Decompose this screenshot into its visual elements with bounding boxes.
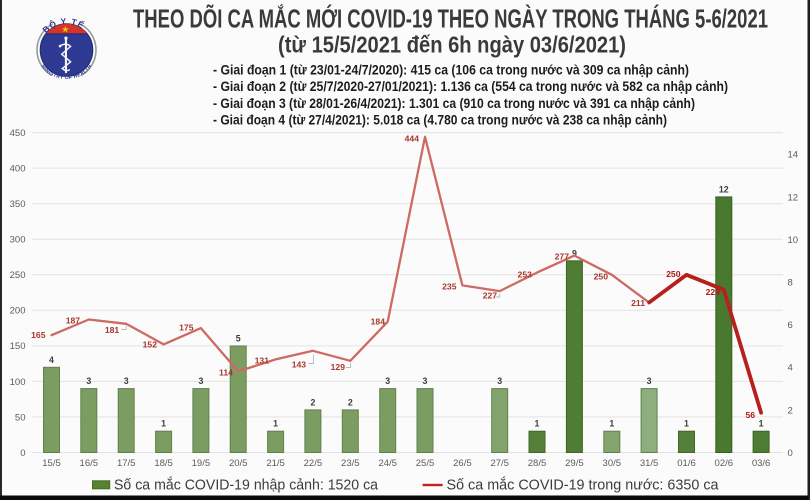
svg-text:2: 2 xyxy=(310,397,315,407)
svg-text:- Giai đoạn 4 (từ 27/4/2021):: - Giai đoạn 4 (từ 27/4/2021): 5.018 ca (… xyxy=(213,113,667,128)
svg-text:- Giai đoạn 1 (từ 23/01-24/7/2: - Giai đoạn 1 (từ 23/01-24/7/2020): 415 … xyxy=(213,63,689,78)
svg-text:3: 3 xyxy=(198,376,203,386)
svg-text:3: 3 xyxy=(423,376,428,386)
svg-text:01/6: 01/6 xyxy=(677,458,696,469)
svg-text:211: 211 xyxy=(631,298,645,308)
svg-text:0: 0 xyxy=(788,448,793,459)
svg-text:19/5: 19/5 xyxy=(192,458,211,469)
svg-text:1: 1 xyxy=(684,419,689,429)
svg-text:143: 143 xyxy=(292,360,307,370)
svg-text:250: 250 xyxy=(10,270,26,281)
svg-text:1: 1 xyxy=(759,419,764,429)
svg-text:2: 2 xyxy=(788,405,793,416)
svg-text:31/5: 31/5 xyxy=(640,458,659,469)
svg-text:15/5: 15/5 xyxy=(42,458,61,469)
svg-text:23/5: 23/5 xyxy=(341,458,360,469)
svg-text:1: 1 xyxy=(273,419,278,429)
svg-text:12: 12 xyxy=(788,192,799,203)
svg-text:THEO DÕI CA MẮC MỚI COVID-19 T: THEO DÕI CA MẮC MỚI COVID-19 THEO NGÀY T… xyxy=(133,4,768,34)
svg-text:20/5: 20/5 xyxy=(229,458,248,469)
svg-text:165: 165 xyxy=(31,330,46,340)
svg-text:175: 175 xyxy=(179,323,194,333)
svg-text:17/5: 17/5 xyxy=(117,458,136,469)
svg-text:Số ca mắc COVID-19 nhập cảnh:: Số ca mắc COVID-19 nhập cảnh: 1520 ca xyxy=(114,476,379,493)
svg-text:(từ 15/5/2021 đến 6h ngày 03/6: (từ 15/5/2021 đến 6h ngày 03/6/2021) xyxy=(278,32,626,58)
svg-text:200: 200 xyxy=(10,306,26,317)
svg-text:100: 100 xyxy=(10,377,26,388)
svg-text:02/6: 02/6 xyxy=(715,458,734,469)
svg-text:03/6: 03/6 xyxy=(752,458,771,469)
svg-text:3: 3 xyxy=(124,376,129,386)
svg-text:253: 253 xyxy=(518,270,533,280)
svg-text:28/5: 28/5 xyxy=(528,458,547,469)
svg-text:16/5: 16/5 xyxy=(80,458,99,469)
svg-text:250: 250 xyxy=(666,269,681,279)
svg-text:24/5: 24/5 xyxy=(378,458,397,469)
svg-text:8: 8 xyxy=(788,278,793,289)
svg-text:350: 350 xyxy=(10,199,26,210)
svg-text:4: 4 xyxy=(49,355,54,365)
svg-text:300: 300 xyxy=(10,235,26,246)
svg-text:184: 184 xyxy=(371,317,386,327)
svg-text:3: 3 xyxy=(647,376,652,386)
svg-text:444: 444 xyxy=(405,134,420,144)
svg-text:14: 14 xyxy=(788,150,799,161)
svg-text:400: 400 xyxy=(10,164,26,175)
svg-text:Số ca mắc COVID-19 trong nước:: Số ca mắc COVID-19 trong nước: 6350 ca xyxy=(447,476,720,493)
svg-text:25/5: 25/5 xyxy=(416,458,435,469)
svg-text:114: 114 xyxy=(219,368,233,378)
svg-text:1: 1 xyxy=(609,419,614,429)
svg-text:10: 10 xyxy=(788,235,799,246)
svg-text:250: 250 xyxy=(594,272,609,282)
svg-text:26/5: 26/5 xyxy=(453,458,472,469)
svg-text:6: 6 xyxy=(788,320,793,331)
svg-text:22/5: 22/5 xyxy=(304,458,323,469)
svg-text:27/5: 27/5 xyxy=(490,458,509,469)
svg-text:152: 152 xyxy=(143,340,158,350)
svg-text:5: 5 xyxy=(236,334,241,344)
svg-text:56: 56 xyxy=(746,410,756,420)
svg-text:235: 235 xyxy=(442,282,457,292)
svg-text:0: 0 xyxy=(20,448,25,459)
svg-text:30/5: 30/5 xyxy=(603,458,622,469)
svg-text:187: 187 xyxy=(66,315,81,325)
svg-text:4: 4 xyxy=(788,363,793,374)
svg-text:12: 12 xyxy=(719,184,729,194)
svg-text:1: 1 xyxy=(161,419,166,429)
svg-text:450: 450 xyxy=(10,128,26,139)
svg-text:229: 229 xyxy=(706,287,721,297)
svg-text:227: 227 xyxy=(483,291,498,301)
svg-text:129: 129 xyxy=(331,362,346,372)
svg-text:29/5: 29/5 xyxy=(565,458,584,469)
svg-text:277: 277 xyxy=(555,252,570,262)
svg-text:21/5: 21/5 xyxy=(266,458,285,469)
svg-text:- Giai đoạn 3 (từ 28/01-26/4/2: - Giai đoạn 3 (từ 28/01-26/4/2021): 1.30… xyxy=(213,96,695,111)
svg-text:3: 3 xyxy=(86,376,91,386)
svg-text:1: 1 xyxy=(535,419,540,429)
svg-text:150: 150 xyxy=(10,341,26,352)
svg-text:18/5: 18/5 xyxy=(154,458,173,469)
svg-text:50: 50 xyxy=(15,412,26,423)
svg-text:3: 3 xyxy=(497,376,502,386)
svg-text:131: 131 xyxy=(255,356,270,366)
svg-text:3: 3 xyxy=(385,376,390,386)
svg-text:181: 181 xyxy=(105,325,120,335)
svg-text:9: 9 xyxy=(572,248,577,258)
svg-text:- Giai đoạn 2 (từ 25/7/2020-27: - Giai đoạn 2 (từ 25/7/2020-27/01/2021):… xyxy=(213,79,728,94)
svg-text:2: 2 xyxy=(348,397,353,407)
